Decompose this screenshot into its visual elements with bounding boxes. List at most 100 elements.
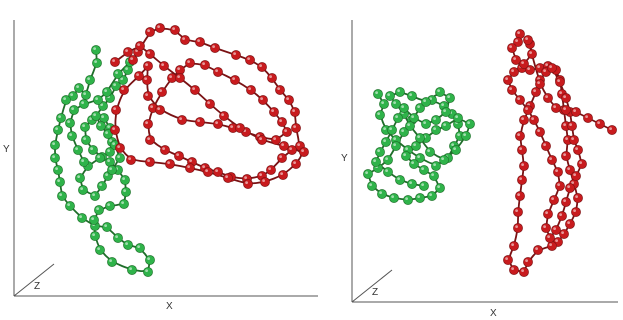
data-point-highlight (387, 93, 390, 96)
data-point-highlight (55, 127, 58, 130)
data-point-highlight (244, 176, 248, 180)
data-point-highlight (117, 155, 120, 159)
data-point-highlight (129, 267, 133, 270)
data-point-highlight (567, 185, 570, 189)
data-point (375, 147, 385, 157)
data-point-highlight (94, 60, 97, 63)
data-point-highlight (145, 93, 149, 96)
data-point (94, 205, 104, 215)
data-point (102, 222, 112, 232)
data-point-highlight (409, 93, 412, 96)
data-point-highlight (197, 119, 201, 122)
data-point-highlight (279, 119, 282, 122)
data-point-highlight (519, 147, 522, 151)
data-point (65, 118, 75, 128)
data-point (123, 47, 133, 57)
data-point-highlight (192, 87, 196, 90)
data-point (185, 163, 195, 173)
data-point (387, 125, 397, 135)
data-point (115, 153, 125, 163)
data-point-highlight (405, 197, 408, 201)
data-point-highlight (90, 147, 93, 151)
data-point-highlight (87, 77, 90, 80)
series-trajectory (110, 23, 309, 189)
data-point-highlight (433, 117, 436, 120)
data-point-highlight (505, 77, 508, 80)
data-point-highlight (92, 233, 95, 237)
data-point-highlight (545, 211, 548, 215)
data-point (451, 145, 461, 155)
data-point-highlight (281, 143, 284, 147)
data-point (267, 73, 277, 83)
data-point (55, 177, 65, 187)
data-point (507, 43, 517, 53)
data-point (135, 41, 145, 51)
data-point (213, 119, 223, 129)
data-point-highlight (172, 27, 176, 30)
data-point-highlight (159, 89, 163, 92)
data-point (69, 105, 79, 115)
data-point-highlight (379, 191, 382, 195)
data-point-highlight (81, 101, 84, 104)
data-point (155, 23, 165, 33)
data-point-highlight (125, 49, 128, 52)
data-point-highlight (123, 189, 126, 193)
data-point (529, 115, 539, 125)
data-point-highlight (515, 209, 518, 213)
data-point (113, 233, 123, 243)
data-point-highlight (77, 175, 80, 179)
data-point (96, 121, 106, 131)
data-point-highlight (407, 123, 410, 126)
data-point (509, 67, 519, 77)
data-point-highlight (187, 60, 191, 63)
data-point (79, 157, 89, 167)
data-point (547, 155, 557, 165)
data-point-highlight (96, 207, 99, 211)
data-point-highlight (549, 243, 552, 247)
data-point-highlight (521, 61, 524, 64)
data-point (74, 83, 84, 93)
data-point (170, 25, 180, 35)
data-point-highlight (182, 37, 186, 40)
data-point-highlight (529, 51, 532, 54)
data-point-highlight (543, 225, 546, 229)
data-point (557, 211, 567, 221)
data-point (415, 193, 425, 203)
data-point (377, 189, 387, 199)
data-point-highlight (433, 127, 436, 130)
data-point (282, 127, 292, 137)
data-point (429, 171, 439, 181)
data-point (565, 219, 575, 229)
data-point-highlight (112, 59, 115, 62)
data-point-highlight (421, 167, 424, 171)
data-point-highlight (98, 123, 101, 126)
data-point-highlight (421, 183, 424, 187)
data-point-highlight (101, 115, 104, 118)
data-point (441, 121, 451, 131)
data-point-highlight (83, 137, 86, 141)
data-point (523, 257, 533, 267)
data-point-highlight (409, 181, 412, 185)
data-point-highlight (286, 97, 289, 100)
data-point-highlight (162, 147, 166, 151)
data-point (421, 119, 431, 129)
data-point (50, 153, 60, 163)
data-point-highlight (411, 161, 414, 165)
data-point (80, 122, 90, 132)
data-point (145, 49, 155, 59)
data-point (246, 85, 256, 95)
data-point (81, 135, 91, 145)
data-point (93, 95, 103, 105)
data-point (279, 141, 289, 151)
data-point-highlight (67, 203, 70, 207)
y-axis-label: Y (3, 144, 10, 155)
data-point-highlight (107, 149, 110, 153)
data-point (203, 167, 213, 177)
data-point (431, 125, 441, 135)
data-point-highlight (537, 129, 540, 133)
data-point (213, 67, 223, 77)
data-point (523, 35, 533, 45)
data-point-highlight (212, 45, 216, 48)
data-point-highlight (545, 63, 548, 66)
data-point-highlight (571, 137, 574, 141)
